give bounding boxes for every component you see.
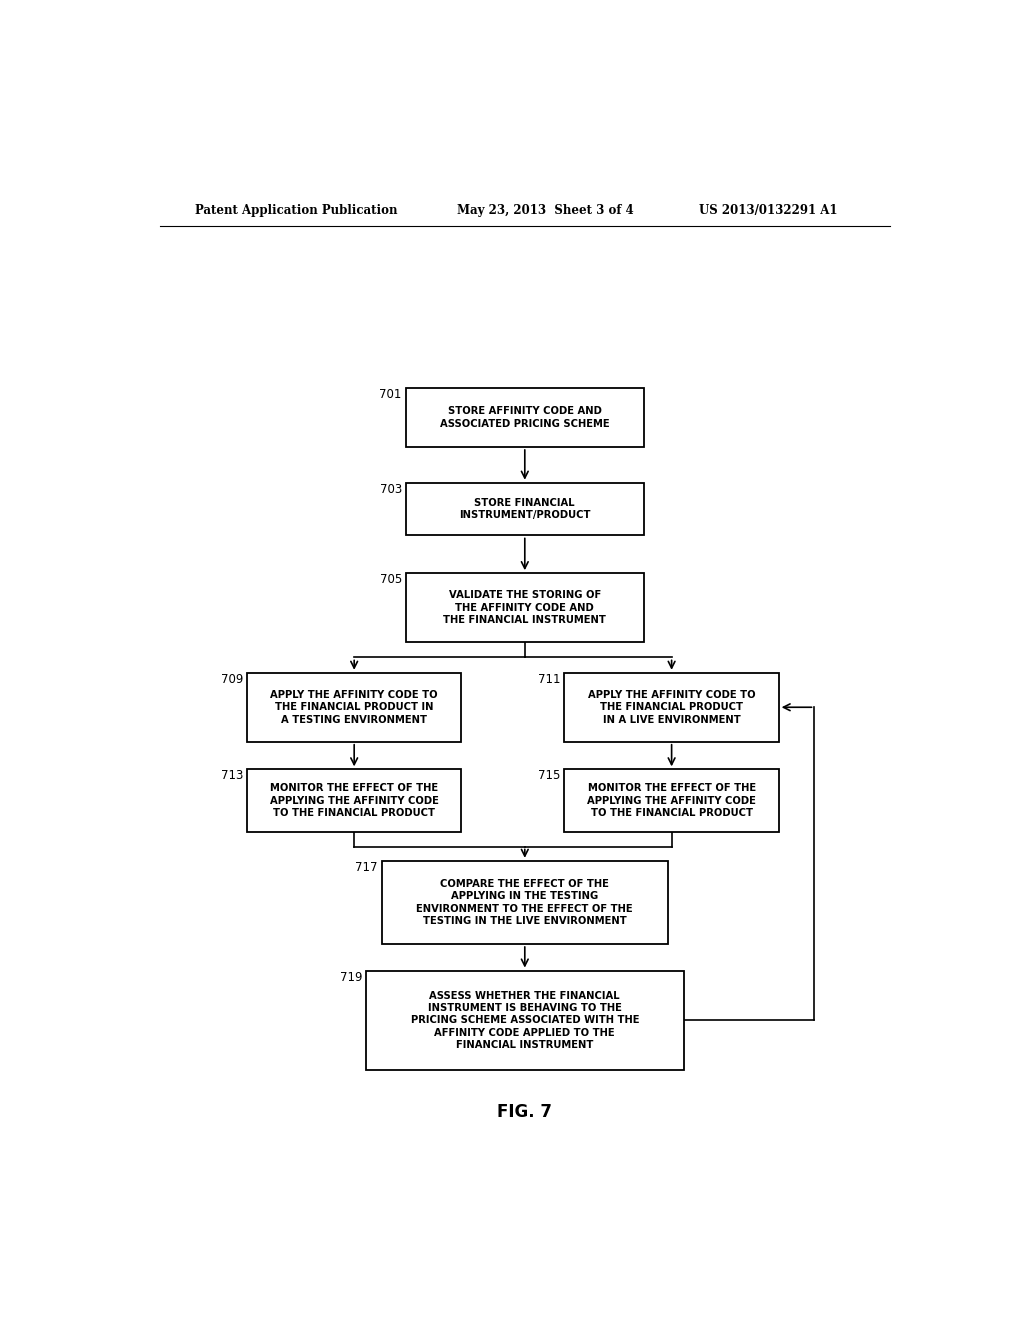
- Text: 709: 709: [221, 673, 243, 685]
- Text: 719: 719: [340, 970, 362, 983]
- FancyBboxPatch shape: [247, 770, 461, 833]
- FancyBboxPatch shape: [382, 861, 668, 944]
- Text: 713: 713: [221, 770, 243, 783]
- Text: MONITOR THE EFFECT OF THE
APPLYING THE AFFINITY CODE
TO THE FINANCIAL PRODUCT: MONITOR THE EFFECT OF THE APPLYING THE A…: [587, 783, 756, 818]
- Text: 705: 705: [380, 573, 401, 586]
- Text: COMPARE THE EFFECT OF THE
APPLYING IN THE TESTING
ENVIRONMENT TO THE EFFECT OF T: COMPARE THE EFFECT OF THE APPLYING IN TH…: [417, 879, 633, 927]
- Text: STORE AFFINITY CODE AND
ASSOCIATED PRICING SCHEME: STORE AFFINITY CODE AND ASSOCIATED PRICI…: [440, 407, 609, 429]
- FancyBboxPatch shape: [406, 483, 644, 536]
- Text: VALIDATE THE STORING OF
THE AFFINITY CODE AND
THE FINANCIAL INSTRUMENT: VALIDATE THE STORING OF THE AFFINITY COD…: [443, 590, 606, 626]
- Text: MONITOR THE EFFECT OF THE
APPLYING THE AFFINITY CODE
TO THE FINANCIAL PRODUCT: MONITOR THE EFFECT OF THE APPLYING THE A…: [269, 783, 438, 818]
- Text: ASSESS WHETHER THE FINANCIAL
INSTRUMENT IS BEHAVING TO THE
PRICING SCHEME ASSOCI: ASSESS WHETHER THE FINANCIAL INSTRUMENT …: [411, 990, 639, 1051]
- Text: Patent Application Publication: Patent Application Publication: [196, 205, 398, 218]
- Text: US 2013/0132291 A1: US 2013/0132291 A1: [699, 205, 838, 218]
- Text: 717: 717: [355, 861, 378, 874]
- Text: 715: 715: [539, 770, 560, 783]
- Text: STORE FINANCIAL
INSTRUMENT/PRODUCT: STORE FINANCIAL INSTRUMENT/PRODUCT: [459, 498, 591, 520]
- FancyBboxPatch shape: [406, 573, 644, 643]
- FancyBboxPatch shape: [564, 673, 779, 742]
- Text: 711: 711: [538, 673, 560, 685]
- FancyBboxPatch shape: [367, 970, 684, 1071]
- Text: FIG. 7: FIG. 7: [498, 1102, 552, 1121]
- Text: 701: 701: [380, 388, 401, 401]
- FancyBboxPatch shape: [247, 673, 461, 742]
- Text: May 23, 2013  Sheet 3 of 4: May 23, 2013 Sheet 3 of 4: [458, 205, 634, 218]
- FancyBboxPatch shape: [406, 388, 644, 447]
- FancyBboxPatch shape: [564, 770, 779, 833]
- Text: APPLY THE AFFINITY CODE TO
THE FINANCIAL PRODUCT IN
A TESTING ENVIRONMENT: APPLY THE AFFINITY CODE TO THE FINANCIAL…: [270, 690, 438, 725]
- Text: 703: 703: [380, 483, 401, 495]
- Text: APPLY THE AFFINITY CODE TO
THE FINANCIAL PRODUCT
IN A LIVE ENVIRONMENT: APPLY THE AFFINITY CODE TO THE FINANCIAL…: [588, 690, 756, 725]
